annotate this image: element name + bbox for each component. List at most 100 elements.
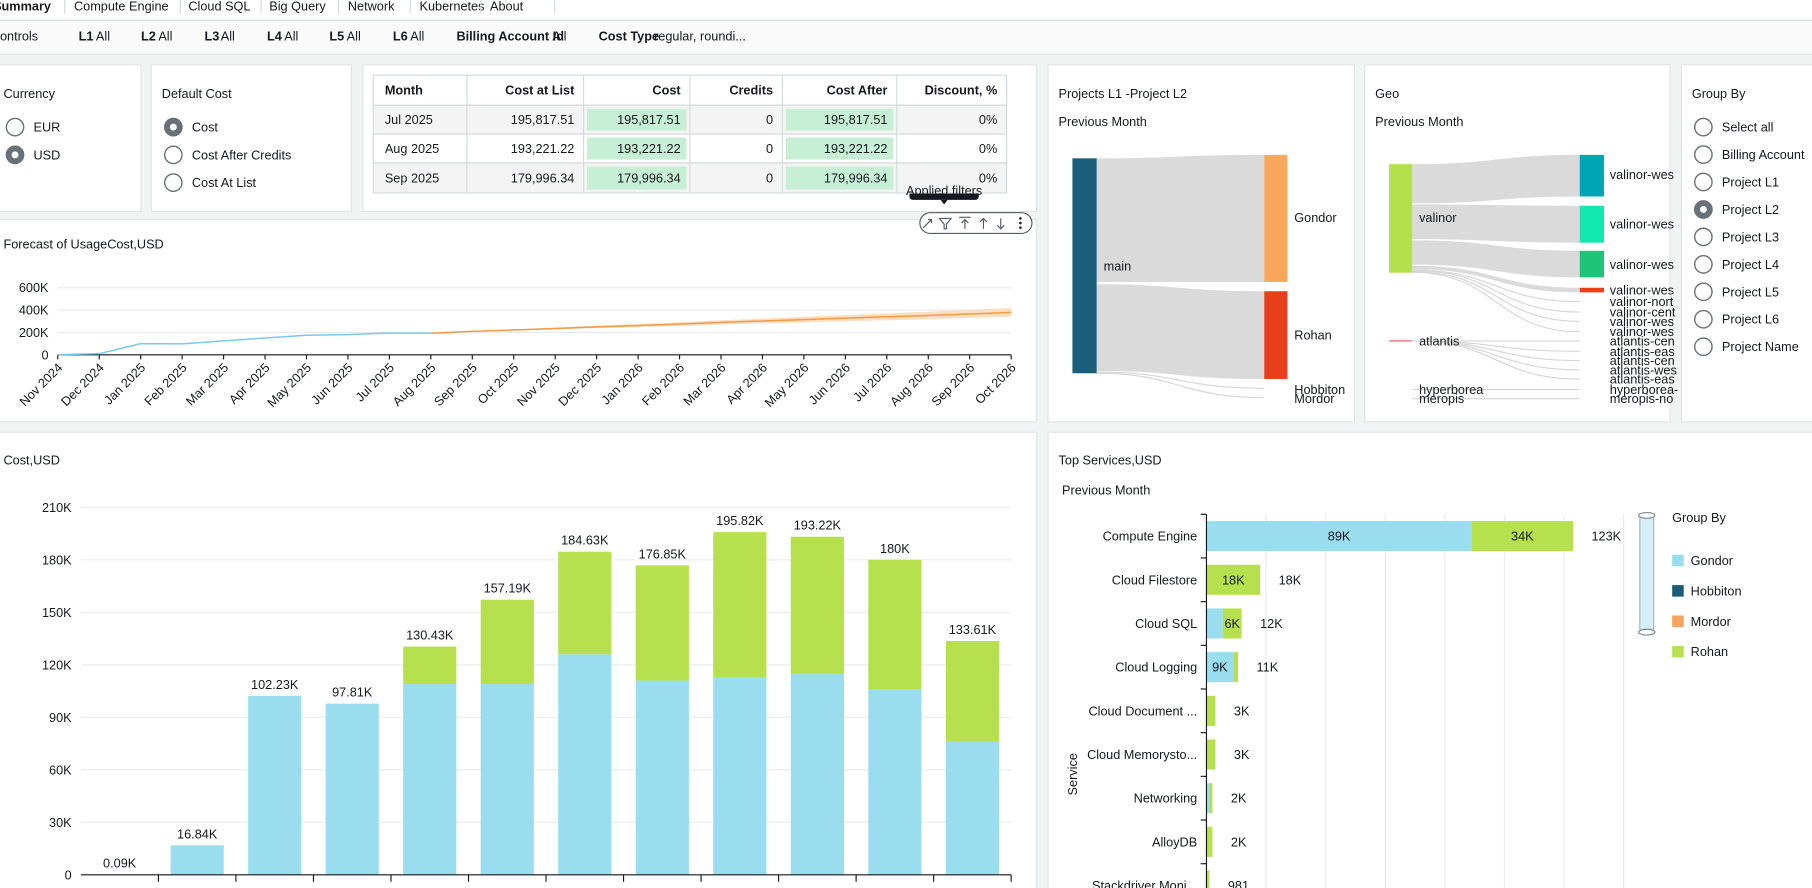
total-label: 123K [1591, 529, 1621, 544]
bar [481, 684, 534, 875]
bar [636, 565, 689, 680]
filter-value[interactable]: regular, roundi... [654, 28, 746, 43]
node-label: valinor [1419, 210, 1457, 225]
radio-label[interactable]: Project L1 [1722, 175, 1779, 190]
radio-label[interactable]: Project Name [1722, 339, 1799, 354]
filter-name[interactable]: L4 [267, 28, 282, 43]
filter-value[interactable]: All [410, 28, 424, 43]
radio-label[interactable]: USD [34, 147, 61, 162]
radio[interactable] [1695, 173, 1712, 190]
legend-label[interactable]: Gondor [1691, 553, 1734, 568]
radio[interactable] [165, 146, 182, 163]
filter-value[interactable]: All [552, 28, 566, 43]
filter-name[interactable]: L3 [205, 28, 220, 43]
table-header: Discount, % [925, 83, 998, 98]
bar [868, 560, 921, 689]
radio-label[interactable]: Billing Account [1722, 147, 1805, 162]
y-tick-label: 90K [49, 710, 72, 725]
radio-label[interactable]: Select all [1722, 120, 1774, 135]
filter-value[interactable]: All [284, 28, 298, 43]
value-label: 18K [1222, 572, 1245, 587]
legend-swatch[interactable] [1672, 615, 1684, 627]
total-label: 130.43K [406, 628, 454, 643]
sankey-node [1580, 251, 1604, 278]
bar [1209, 783, 1212, 813]
filter-name[interactable]: L2 [141, 28, 156, 43]
radio[interactable] [1695, 283, 1712, 300]
visual-toolbar[interactable] [920, 213, 1032, 234]
bar [713, 532, 766, 677]
y-tick-label: 180K [42, 552, 72, 567]
filter-name[interactable]: L5 [329, 28, 344, 43]
total-label: 3K [1234, 747, 1250, 762]
radio-label[interactable]: Cost At List [192, 175, 257, 190]
total-label: 0.09K [103, 856, 137, 871]
legend-label[interactable]: Mordor [1691, 614, 1732, 629]
radio-label[interactable]: EUR [34, 120, 61, 135]
radio[interactable] [1695, 338, 1712, 355]
table-cell: Jul 2025 [385, 112, 433, 127]
table-header: Credits [729, 83, 773, 98]
legend-swatch[interactable] [1672, 555, 1684, 567]
radio[interactable] [6, 118, 23, 135]
projects-sankey [1072, 155, 1287, 398]
legend-label[interactable]: Rohan [1691, 644, 1728, 659]
filter-name[interactable]: Cost Type [599, 28, 659, 43]
filter-value[interactable]: All [221, 28, 235, 43]
radio-label[interactable]: Project L4 [1722, 257, 1779, 272]
bar [558, 654, 611, 874]
menu-dot[interactable] [1019, 222, 1022, 225]
legend-label[interactable]: Hobbiton [1691, 583, 1742, 598]
tab[interactable]: About [490, 0, 524, 13]
radio-label[interactable]: Cost After Credits [192, 147, 292, 162]
tab[interactable]: Summary [0, 0, 51, 13]
total-label: 157.19K [484, 581, 532, 596]
radio-dot [1700, 206, 1707, 213]
panel-title: Geo [1375, 86, 1399, 101]
radio[interactable] [1695, 256, 1712, 273]
radio-label[interactable]: Cost [192, 120, 219, 135]
node-label: valinor-wes [1610, 167, 1674, 182]
bar [1233, 652, 1238, 682]
y-tick-label: Cloud SQL [1135, 616, 1197, 631]
scrollbar[interactable] [1640, 513, 1654, 633]
tab[interactable]: Big Query [269, 0, 326, 13]
radio[interactable] [165, 174, 182, 191]
bar [791, 674, 844, 875]
table-header: Cost at List [505, 83, 575, 98]
bar [946, 742, 999, 875]
node-label: meropis [1419, 391, 1464, 406]
legend-title: Group By [1672, 510, 1726, 525]
tab[interactable]: Network [348, 0, 395, 13]
table-cell: 193,221.22 [824, 141, 888, 156]
menu-dot[interactable] [1019, 226, 1022, 229]
y-tick-label: 60K [49, 762, 72, 777]
legend-swatch[interactable] [1672, 646, 1684, 658]
tab[interactable]: Kubernetes [419, 0, 484, 13]
tab[interactable]: Cloud SQL [188, 0, 250, 13]
radio[interactable] [1695, 118, 1712, 135]
filter-value[interactable]: All [347, 28, 361, 43]
y-tick-label: 30K [49, 815, 72, 830]
radio[interactable] [1695, 228, 1712, 245]
tab[interactable]: Compute Engine [74, 0, 169, 13]
total-label: 16.84K [177, 826, 218, 841]
filter-name[interactable]: L1 [79, 28, 94, 43]
menu-dot[interactable] [1019, 217, 1022, 220]
filter-value[interactable]: All [96, 28, 110, 43]
radio-label[interactable]: Project L5 [1722, 284, 1779, 299]
radio-label[interactable]: Project L2 [1722, 202, 1779, 217]
filter-name[interactable]: L6 [393, 28, 408, 43]
filter-value[interactable]: All [158, 28, 172, 43]
radio[interactable] [1695, 311, 1712, 328]
scroll-handle[interactable] [1639, 513, 1655, 519]
radio-label[interactable]: Project L3 [1722, 229, 1779, 244]
sankey-node [1580, 206, 1604, 243]
radio[interactable] [1695, 146, 1712, 163]
filter-name[interactable]: Billing Account Id [456, 28, 563, 43]
legend-swatch[interactable] [1672, 585, 1684, 597]
scroll-handle[interactable] [1639, 629, 1655, 635]
radio-label[interactable]: Project L6 [1722, 312, 1779, 327]
sankey-node [1389, 164, 1412, 273]
y-tick-label: 0 [65, 867, 72, 882]
